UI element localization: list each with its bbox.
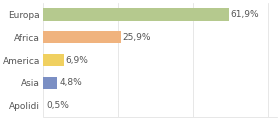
Bar bbox=[43, 31, 121, 43]
Text: 4,8%: 4,8% bbox=[59, 78, 82, 87]
Text: 25,9%: 25,9% bbox=[123, 33, 151, 42]
Bar bbox=[43, 8, 229, 21]
Text: 0,5%: 0,5% bbox=[46, 101, 69, 110]
Bar bbox=[43, 54, 64, 66]
Bar bbox=[43, 77, 57, 89]
Text: 61,9%: 61,9% bbox=[231, 10, 259, 19]
Text: 6,9%: 6,9% bbox=[66, 55, 88, 65]
Bar bbox=[43, 99, 45, 112]
